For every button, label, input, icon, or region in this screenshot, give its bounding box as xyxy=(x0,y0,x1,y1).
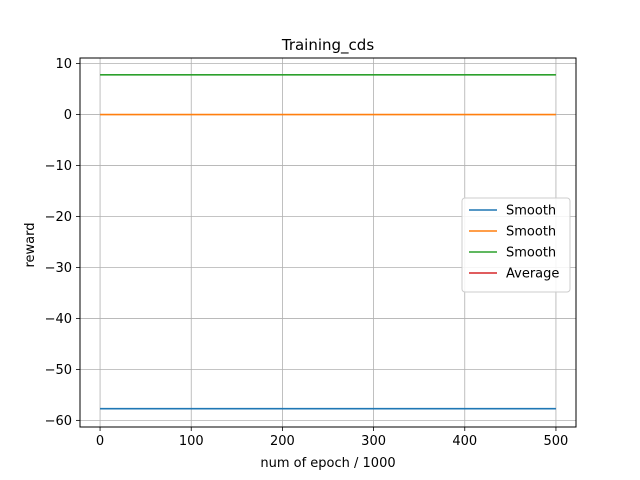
legend-entry-label: Smooth xyxy=(506,204,556,219)
x-axis-ticks: 0 100 200 300 400 500 xyxy=(96,427,568,449)
y-axis-label: reward xyxy=(23,222,38,267)
y-tick-label: 10 xyxy=(55,57,72,72)
legend-entry-label: Smooth xyxy=(506,225,556,240)
y-tick-label: −60 xyxy=(45,414,72,429)
legend-entry-label: Smooth xyxy=(506,246,556,261)
y-tick-label: −20 xyxy=(45,210,72,225)
legend-entry-label: Average xyxy=(506,267,559,282)
y-tick-label: −30 xyxy=(45,261,72,276)
series-lines xyxy=(100,74,556,410)
x-tick-label: 500 xyxy=(544,434,569,449)
y-tick-label: −10 xyxy=(45,159,72,174)
y-tick-label: −40 xyxy=(45,312,72,327)
y-tick-label: 0 xyxy=(64,108,72,123)
y-tick-label: −50 xyxy=(45,363,72,378)
x-tick-label: 200 xyxy=(270,434,295,449)
plot-frame xyxy=(79,57,577,428)
legend: Smooth Smooth Smooth Average xyxy=(461,197,571,293)
x-axis-label: num of epoch / 1000 xyxy=(260,456,395,471)
x-tick-label: 100 xyxy=(179,434,204,449)
chart-title: Training_cds xyxy=(281,36,374,55)
x-tick-label: 0 xyxy=(96,434,104,449)
x-tick-label: 300 xyxy=(361,434,386,449)
y-axis-ticks: 10 0 −10 −20 −30 −40 −50 −60 xyxy=(45,57,80,429)
legend-box xyxy=(461,197,571,293)
x-tick-label: 400 xyxy=(452,434,477,449)
